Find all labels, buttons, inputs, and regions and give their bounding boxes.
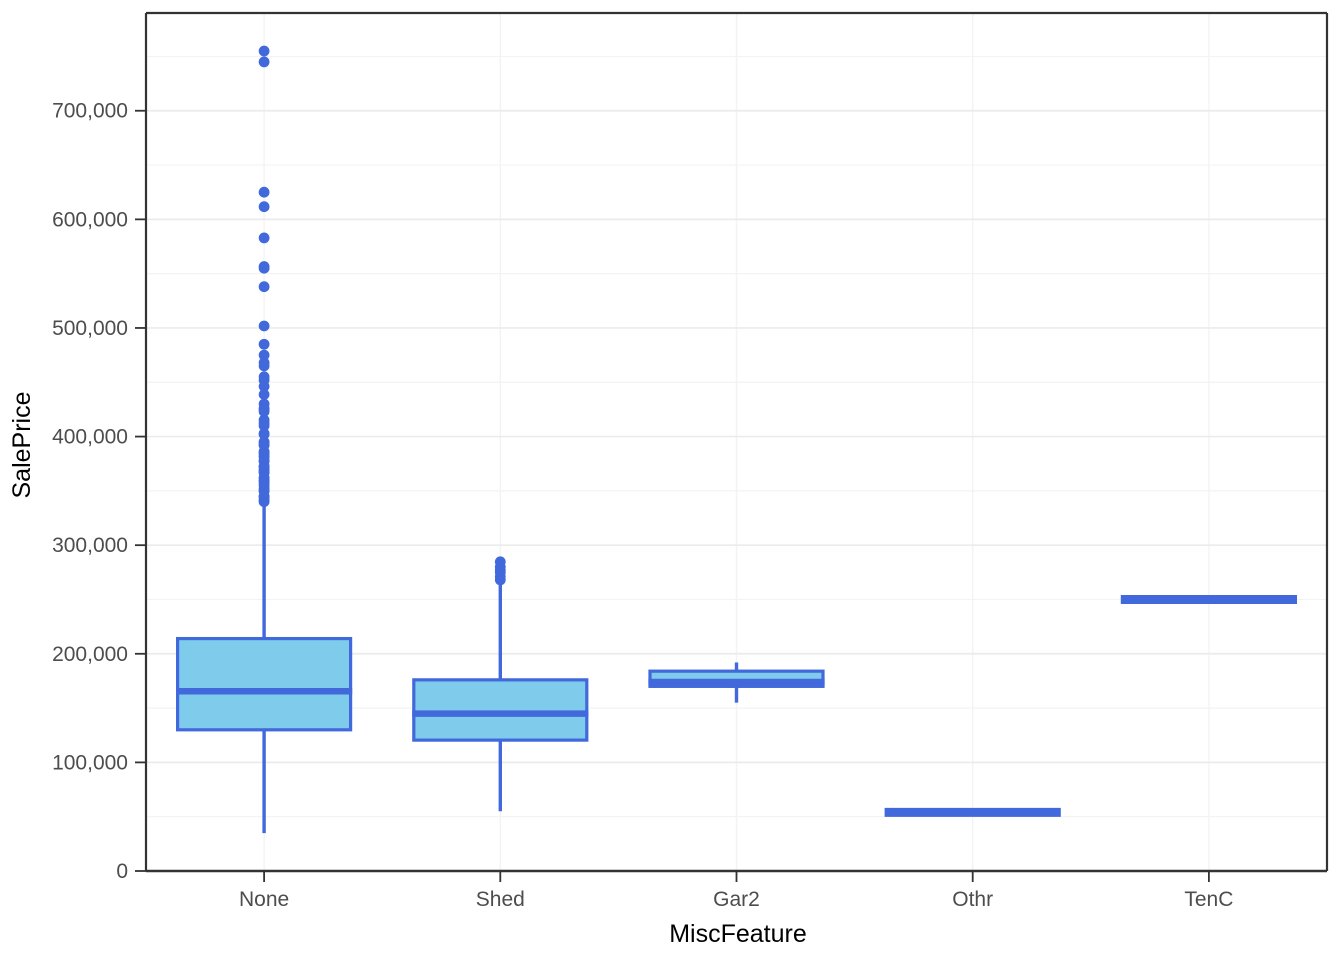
x-tick-label-tenc: TenC <box>1184 888 1233 911</box>
y-tick-label: 200,000 <box>52 643 128 666</box>
plot-panel-border <box>144 11 1329 871</box>
x-tick-label-gar2: Gar2 <box>713 888 760 911</box>
outlier-point <box>258 461 270 472</box>
outlier-point <box>258 232 270 244</box>
y-axis-title: SalePrice <box>8 392 36 499</box>
boxplot-group-shed <box>412 556 589 812</box>
gridlines-minor <box>146 13 1327 871</box>
x-axis-title: MiscFeature <box>669 920 807 948</box>
outlier-point <box>258 320 270 332</box>
outlier-point <box>258 201 270 213</box>
box-iqr <box>176 636 353 732</box>
outlier-point <box>258 281 270 293</box>
outlier-point <box>258 338 270 350</box>
outlier-point <box>258 406 270 417</box>
outlier-point <box>258 262 270 274</box>
y-tick-label: 0 <box>116 860 128 883</box>
outlier-point <box>258 428 270 440</box>
outlier-point <box>494 574 506 586</box>
x-tick-label-shed: Shed <box>476 888 525 911</box>
outlier-point <box>258 380 270 392</box>
outlier-point <box>258 496 270 508</box>
x-tick-label-none: None <box>239 888 289 911</box>
outlier-point <box>258 56 270 68</box>
x-tick-label-othr: Othr <box>952 888 993 911</box>
y-tick-label: 500,000 <box>52 317 128 340</box>
outlier-point <box>258 447 270 459</box>
y-tick-label: 700,000 <box>52 100 128 123</box>
boxplot-group-gar2 <box>648 662 825 703</box>
outlier-point <box>258 420 270 432</box>
y-tick-label: 400,000 <box>52 426 128 449</box>
box-iqr <box>412 678 589 742</box>
outlier-point <box>258 186 270 198</box>
box-series <box>176 45 1297 834</box>
y-axis: 0 100,000 200,000 300,000 400,000 500,000 600,… <box>52 100 146 883</box>
y-tick-label: 600,000 <box>52 208 128 231</box>
x-axis: None Shed Gar2 Othr TenC <box>146 869 1327 911</box>
y-tick-label: 300,000 <box>52 534 128 557</box>
y-tick-label: 100,000 <box>52 751 128 774</box>
outlier-point <box>258 389 270 400</box>
outlier-point <box>258 349 270 361</box>
outlier-point <box>258 360 270 372</box>
boxplot-group-none <box>176 45 353 834</box>
outlier-point <box>258 45 270 57</box>
